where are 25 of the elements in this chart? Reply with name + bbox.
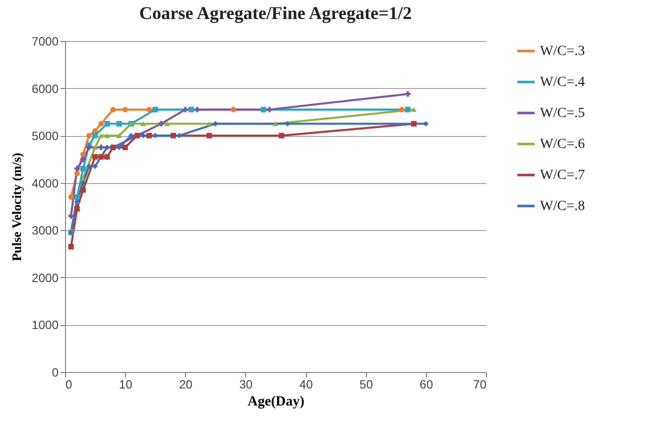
legend-label: W/C=.4 <box>540 75 585 90</box>
y-tick-label: 2000 <box>32 270 59 285</box>
y-tick-label: 4000 <box>32 176 59 190</box>
x-tick-label: 0 <box>66 378 72 392</box>
legend-label: W/C=.6 <box>540 137 585 152</box>
chart-title: Coarse Agregate/Fine Agregate=1/2 <box>139 3 412 23</box>
x-tick-label: 50 <box>360 378 374 392</box>
x-tick-label: 40 <box>299 378 314 392</box>
y-tick-label: 3000 <box>32 224 59 238</box>
x-tick-label: 20 <box>179 378 193 392</box>
legend-label: W/C=.3 <box>540 44 585 59</box>
y-tick-label: 1000 <box>32 318 59 332</box>
x-tick-label: 70 <box>473 378 487 392</box>
y-tick-label: 6000 <box>32 82 59 96</box>
y-axis-title: Pulse Velocity (m/s) <box>8 152 24 262</box>
y-tick-label: 0 <box>52 366 59 380</box>
x-axis-title: Age(Day) <box>248 394 305 410</box>
legend-label: W/C=.8 <box>540 199 585 214</box>
x-tick-label: 10 <box>118 378 133 392</box>
x-tick-label: 30 <box>239 378 253 392</box>
y-tick-label: 7000 <box>32 34 59 48</box>
legend-label: W/C=.7 <box>540 168 585 183</box>
y-tick-label: 5000 <box>32 129 59 144</box>
x-tick-label: 60 <box>420 378 434 392</box>
legend-label: W/C=.5 <box>540 106 585 121</box>
